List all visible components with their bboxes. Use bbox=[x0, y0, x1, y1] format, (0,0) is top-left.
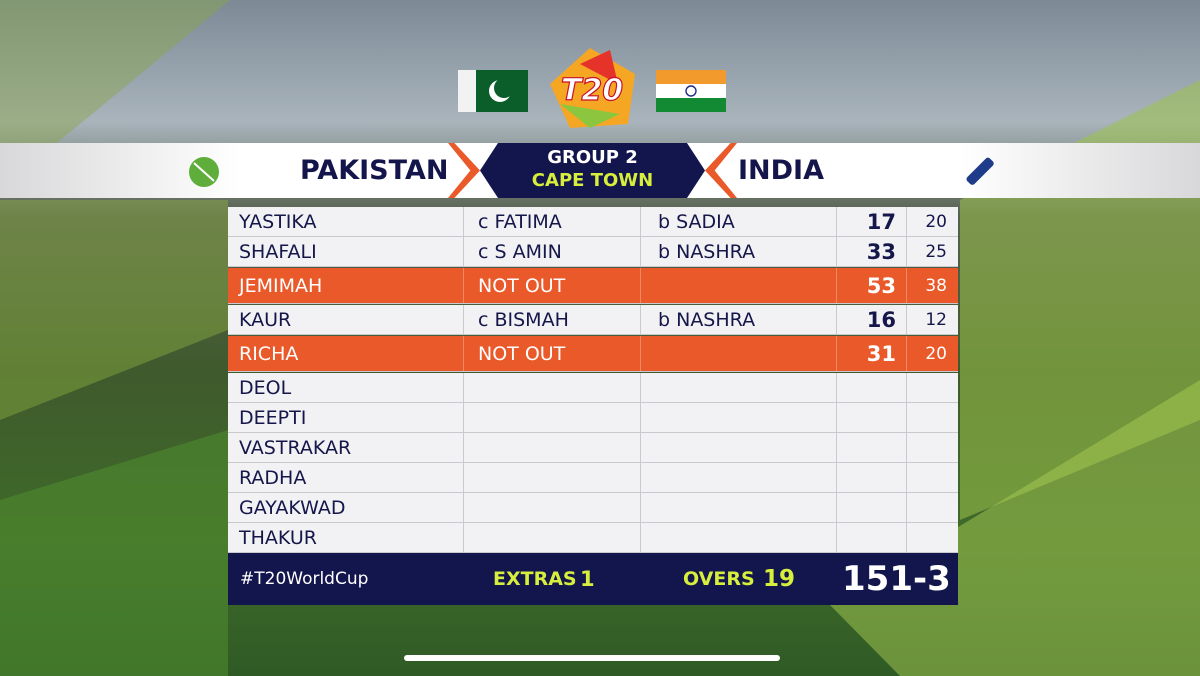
batting-row: GAYAKWAD bbox=[228, 493, 958, 523]
runs bbox=[836, 463, 906, 492]
batting-row: THAKUR bbox=[228, 523, 958, 553]
hashtag: #T20WorldCup bbox=[240, 569, 369, 589]
group-badge bbox=[480, 143, 705, 198]
batting-row: DEOL bbox=[228, 373, 958, 403]
extras-label: EXTRAS bbox=[493, 568, 577, 590]
dismissal: c FATIMA bbox=[463, 207, 640, 236]
bowler bbox=[640, 523, 836, 552]
score: 151-3 bbox=[842, 559, 951, 599]
batter-name: YASTIKA bbox=[239, 210, 317, 233]
pakistan-flag bbox=[458, 70, 528, 112]
dismissal: c S AMIN bbox=[463, 237, 640, 266]
dismissal bbox=[463, 433, 640, 462]
group: GROUP 2 bbox=[547, 147, 638, 168]
balls bbox=[906, 463, 958, 492]
batting-row: YASTIKA c FATIMA b SADIA 17 20 bbox=[228, 207, 958, 237]
bowler bbox=[640, 268, 836, 303]
batter-name: THAKUR bbox=[239, 526, 317, 549]
bowler bbox=[640, 336, 836, 371]
overs-label: OVERS bbox=[683, 568, 755, 590]
dismissal: c BISMAH bbox=[463, 305, 640, 334]
dismissal: NOT OUT bbox=[463, 336, 640, 371]
bowler: b SADIA bbox=[640, 207, 836, 236]
team1: PAKISTAN bbox=[300, 155, 449, 186]
balls bbox=[906, 403, 958, 432]
batter-name: GAYAKWAD bbox=[239, 496, 346, 519]
batting-row: VASTRAKAR bbox=[228, 433, 958, 463]
dismissal bbox=[463, 373, 640, 402]
batter-name: DEEPTI bbox=[239, 406, 307, 429]
balls bbox=[906, 493, 958, 522]
batting-row: DEEPTI bbox=[228, 403, 958, 433]
dismissal bbox=[463, 463, 640, 492]
footer-bar bbox=[228, 553, 958, 605]
bowler: b NASHRA bbox=[640, 305, 836, 334]
balls: 20 bbox=[906, 207, 958, 236]
balls: 38 bbox=[906, 268, 958, 303]
venue: CAPE TOWN bbox=[531, 170, 654, 191]
team2: INDIA bbox=[738, 155, 824, 186]
batter-name: VASTRAKAR bbox=[239, 436, 352, 459]
runs bbox=[836, 373, 906, 402]
bowler bbox=[640, 493, 836, 522]
balls bbox=[906, 373, 958, 402]
bowler bbox=[640, 373, 836, 402]
runs: 31 bbox=[836, 336, 906, 371]
balls: 20 bbox=[906, 336, 958, 371]
t20-logo: T20 bbox=[550, 48, 635, 128]
dismissal: NOT OUT bbox=[463, 268, 640, 303]
balls: 25 bbox=[906, 237, 958, 266]
batting-table: YASTIKA c FATIMA b SADIA 17 20 SHAFALI c S AMI… bbox=[228, 207, 958, 553]
dismissal bbox=[463, 493, 640, 522]
balls bbox=[906, 523, 958, 552]
bat-icon bbox=[966, 157, 994, 185]
runs bbox=[836, 523, 906, 552]
batter-name: RADHA bbox=[239, 466, 307, 489]
bowler bbox=[640, 463, 836, 492]
batting-row: JEMIMAH NOT OUT 53 38 bbox=[228, 268, 958, 304]
dismissal bbox=[463, 523, 640, 552]
runs: 53 bbox=[836, 268, 906, 303]
batting-row: SHAFALI c S AMIN b NASHRA 33 25 bbox=[228, 237, 958, 267]
balls: 12 bbox=[906, 305, 958, 334]
runs bbox=[836, 403, 906, 432]
runs bbox=[836, 493, 906, 522]
bowler bbox=[640, 403, 836, 432]
batting-row: RICHA NOT OUT 31 20 bbox=[228, 336, 958, 372]
balls bbox=[906, 433, 958, 462]
runs: 16 bbox=[836, 305, 906, 334]
runs: 33 bbox=[836, 237, 906, 266]
batter-name: SHAFALI bbox=[239, 240, 317, 263]
bowler: b NASHRA bbox=[640, 237, 836, 266]
india-flag bbox=[656, 70, 726, 112]
runs bbox=[836, 433, 906, 462]
dismissal bbox=[463, 403, 640, 432]
batter-name: RICHA bbox=[239, 342, 299, 365]
batter-name: KAUR bbox=[239, 308, 292, 331]
batting-row: RADHA bbox=[228, 463, 958, 493]
bowler bbox=[640, 433, 836, 462]
batting-row: KAUR c BISMAH b NASHRA 16 12 bbox=[228, 305, 958, 335]
runs: 17 bbox=[836, 207, 906, 236]
overs: 19 bbox=[763, 566, 796, 592]
extras: 1 bbox=[580, 567, 595, 591]
logo-text: T20 bbox=[561, 73, 623, 108]
ball-icon bbox=[189, 157, 219, 187]
batter-name: DEOL bbox=[239, 376, 292, 399]
batter-name: JEMIMAH bbox=[239, 274, 323, 297]
